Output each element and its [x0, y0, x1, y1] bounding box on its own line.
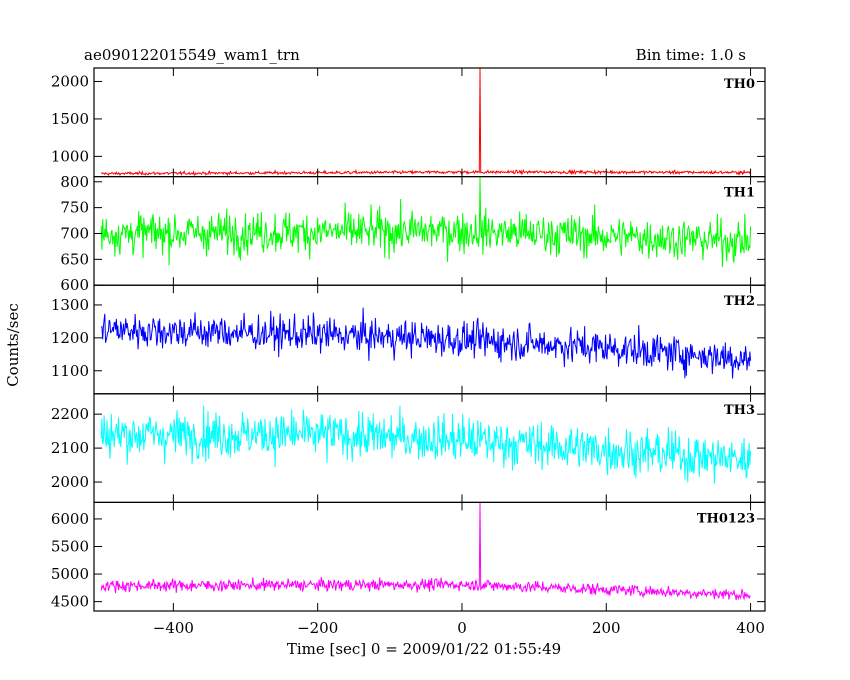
y-tick-label: 700: [60, 224, 89, 242]
panel-frame: [93, 67, 766, 178]
panel-label-th0: TH0: [724, 77, 755, 92]
y-tick-label: 2000: [51, 473, 89, 491]
series-line-th1: [100, 176, 752, 268]
panel-label-th2: TH2: [724, 294, 755, 309]
y-tick-label: 2100: [51, 439, 89, 457]
panel-th2: 1100 1200 1300 TH2: [51, 284, 766, 395]
series-line-th2: [100, 307, 752, 379]
y-tick-label: 1000: [51, 147, 89, 165]
y-tick-label: 1300: [51, 296, 89, 314]
panel-th0123: 4500 5000 5500 6000 TH0123: [51, 501, 766, 612]
panel-frame: [93, 176, 766, 286]
x-axis-label: Time [sec] 0 = 2009/01/22 01:55:49: [287, 640, 561, 658]
y-tick-label: 2000: [51, 72, 89, 90]
y-tick-label: 800: [60, 173, 89, 191]
panel-frame: [93, 393, 766, 503]
y-tick-label: 5000: [51, 565, 89, 583]
panel-th0: 1000 1500 2000 TH0: [51, 67, 766, 178]
x-tick-label: 0: [457, 619, 467, 637]
y-tick-label: 750: [60, 199, 89, 217]
y-tick-label: 6000: [51, 510, 89, 528]
series-line-th0123: [100, 502, 751, 601]
y-tick-label: 600: [60, 276, 89, 294]
series-line-th0: [101, 68, 751, 177]
x-tick-label: −200: [297, 619, 338, 637]
panel-frame: [93, 501, 766, 612]
y-axis-label: Counts/sec: [4, 303, 22, 387]
y-tick-label: 5500: [51, 538, 89, 556]
y-tick-label: 1200: [51, 329, 89, 347]
y-tick-label: 1500: [51, 110, 89, 128]
y-tick-label: 4500: [51, 593, 89, 611]
panel-th1: 600 650 700 750 800 TH1: [60, 173, 766, 294]
x-tick-label: 200: [592, 619, 621, 637]
x-tick-label: 400: [736, 619, 765, 637]
bin-time-label: Bin time: 1.0 s: [636, 46, 746, 64]
panel-label-th1: TH1: [724, 186, 755, 201]
y-tick-label: 1100: [51, 362, 89, 380]
x-tick-label: −400: [153, 619, 194, 637]
y-tick-label: 650: [60, 250, 89, 268]
y-tick-label: 2200: [51, 405, 89, 423]
panel-label-th0123: TH0123: [697, 511, 755, 526]
panel-label-th3: TH3: [724, 403, 755, 418]
panel-th3: 2000 2100 2200 TH3: [51, 393, 766, 503]
chart-title: ae090122015549_wam1_trn: [84, 46, 300, 64]
series-line-th3: [100, 405, 752, 484]
